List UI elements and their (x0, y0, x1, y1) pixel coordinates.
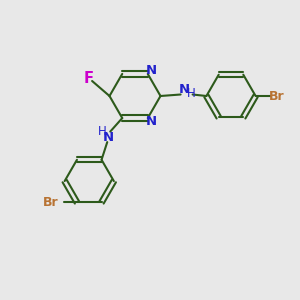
Text: N: N (179, 82, 190, 96)
Text: N: N (146, 64, 157, 77)
Text: Br: Br (269, 89, 284, 103)
Text: Br: Br (43, 196, 58, 209)
Text: H: H (187, 86, 196, 100)
Text: N: N (146, 115, 157, 128)
Text: N: N (103, 131, 114, 144)
Text: F: F (83, 70, 94, 86)
Text: H: H (98, 125, 106, 138)
